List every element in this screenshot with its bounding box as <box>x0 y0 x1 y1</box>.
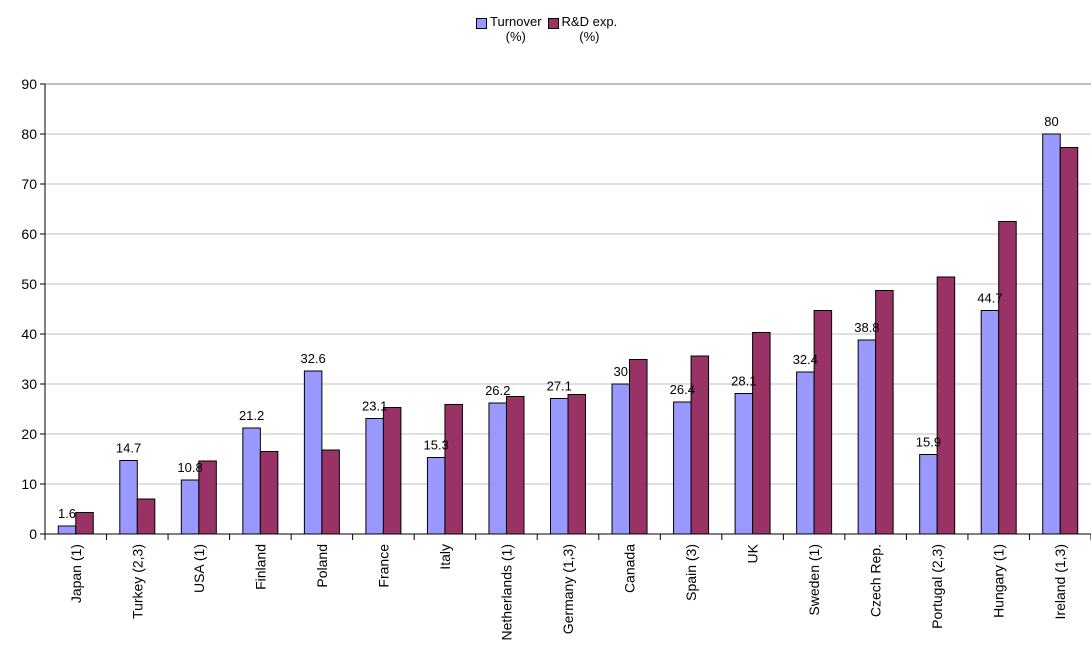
x-category-label: Hungary (1) <box>991 544 1007 618</box>
bar-turnover <box>550 398 569 535</box>
data-label: 30 <box>614 364 628 379</box>
bar-turnover <box>365 418 384 535</box>
bar-turnover <box>426 457 446 535</box>
bar-rd-exp <box>998 221 1017 535</box>
data-label: 27.1 <box>547 379 572 394</box>
data-label: 23.1 <box>362 399 387 414</box>
chart-legend: Turnover (%) R&D exp. (%) <box>476 14 617 44</box>
bar-turnover <box>611 383 631 535</box>
x-category-label: Portugal (2,3) <box>929 544 945 629</box>
bar-rd-exp <box>813 310 833 535</box>
data-label: 44.7 <box>977 291 1002 306</box>
bar-turnover <box>180 479 200 535</box>
bar-turnover <box>488 402 507 535</box>
x-category-label: Spain (3) <box>683 544 699 601</box>
x-category-label: Canada <box>622 544 638 593</box>
x-category-label: USA (1) <box>191 544 207 593</box>
x-category-label: Turkey (2,3) <box>129 544 145 619</box>
bar-turnover <box>919 454 938 535</box>
data-label: 32.4 <box>793 352 818 367</box>
data-label: 15.3 <box>424 438 449 453</box>
bar-turnover <box>303 370 323 535</box>
y-tick-label: 60 <box>21 226 37 242</box>
bar-turnover <box>57 525 77 535</box>
legend-swatch-turnover <box>476 18 487 29</box>
bar-rd-exp <box>75 512 94 535</box>
data-label: 10.8 <box>177 460 202 475</box>
data-label: 14.7 <box>116 441 141 456</box>
bar-turnover <box>1042 133 1061 535</box>
y-tick-label: 0 <box>29 526 37 542</box>
y-tick-label: 90 <box>21 76 37 92</box>
x-category-label: Finland <box>252 544 268 590</box>
bar-rd-exp <box>321 449 340 535</box>
data-label: 26.4 <box>670 382 695 397</box>
x-category-label: Germany (1,3) <box>560 544 576 634</box>
bar-rd-exp <box>936 276 956 535</box>
x-category-label: Japan (1) <box>68 544 84 603</box>
x-category-label: Poland <box>314 544 330 588</box>
bar-turnover <box>857 339 877 535</box>
x-category-label: France <box>375 544 391 588</box>
bar-turnover <box>734 393 754 535</box>
legend-label-rd: R&D exp. (%) <box>561 14 618 44</box>
x-category-label: UK <box>745 543 761 563</box>
bar-turnover <box>796 371 815 535</box>
y-tick-label: 40 <box>21 326 37 342</box>
data-label: 28.1 <box>731 374 756 389</box>
data-label: 80 <box>1044 114 1058 129</box>
bar-turnover <box>242 427 261 535</box>
bar-turnover <box>673 401 692 535</box>
data-label: 1.6 <box>58 506 76 521</box>
data-label: 15.9 <box>916 435 941 450</box>
bar-rd-exp <box>382 407 402 535</box>
bar-rd-exp <box>1059 147 1079 535</box>
bar-rd-exp <box>259 451 279 535</box>
data-label: 32.6 <box>300 351 325 366</box>
x-category-label: Sweden (1) <box>806 544 822 616</box>
x-category-label: Czech Rep. <box>868 544 884 617</box>
x-category-label: Ireland (1,3) <box>1052 544 1068 619</box>
legend-item-rd: R&D exp. (%) <box>547 14 618 44</box>
data-label: 21.2 <box>239 408 264 423</box>
bar-rd-exp <box>567 394 586 535</box>
data-label: 38.8 <box>854 320 879 335</box>
bar-rd-exp <box>752 332 771 535</box>
bar-rd-exp <box>444 404 463 535</box>
y-tick-label: 20 <box>21 426 37 442</box>
bar-turnover <box>980 310 1000 535</box>
bar-rd-exp <box>629 359 648 535</box>
y-tick-label: 80 <box>21 126 37 142</box>
legend-swatch-rd <box>547 18 559 29</box>
data-label: 26.2 <box>485 383 510 398</box>
bar-rd-exp <box>136 498 156 535</box>
bar-rd-exp <box>505 396 525 535</box>
legend-item-turnover: Turnover (%) <box>476 14 542 44</box>
y-tick-label: 30 <box>21 376 37 392</box>
legend-label-turnover: Turnover (%) <box>490 14 542 44</box>
y-tick-label: 50 <box>21 276 37 292</box>
y-tick-label: 10 <box>21 476 37 492</box>
bar-turnover <box>119 460 138 535</box>
x-category-label: Netherlands (1) <box>498 544 514 641</box>
x-category-label: Italy <box>437 544 453 570</box>
y-tick-label: 70 <box>21 176 37 192</box>
